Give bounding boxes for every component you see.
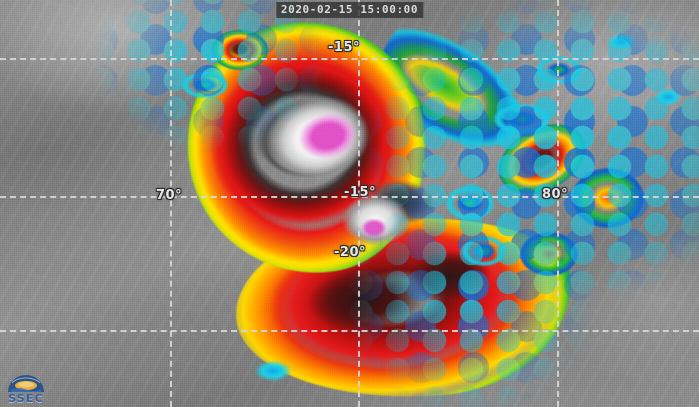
lat-label-minus15-center: -15°: [344, 185, 376, 200]
graticule-line-vertical-2: [358, 0, 360, 407]
graticule-line-vertical-1: [170, 0, 172, 407]
ssec-logo-text: SSEC: [8, 392, 44, 405]
timestamp-overlay: 2020-02-15 15:00:00: [275, 2, 424, 18]
ssec-logo: SSEC: [4, 372, 48, 404]
lon-label-70: 70°: [156, 188, 183, 203]
ssec-dome-icon: [8, 375, 44, 392]
graticule-line-horizontal-2: [0, 196, 699, 198]
graticule-line-vertical-3: [557, 0, 559, 407]
lat-label-minus20: -20°: [334, 245, 366, 260]
graticule-line-horizontal-1: [0, 58, 699, 60]
lon-label-80: 80°: [542, 187, 569, 202]
graticule-line-horizontal-3: [0, 330, 699, 332]
lat-label-minus15-north: -15°: [328, 40, 360, 55]
